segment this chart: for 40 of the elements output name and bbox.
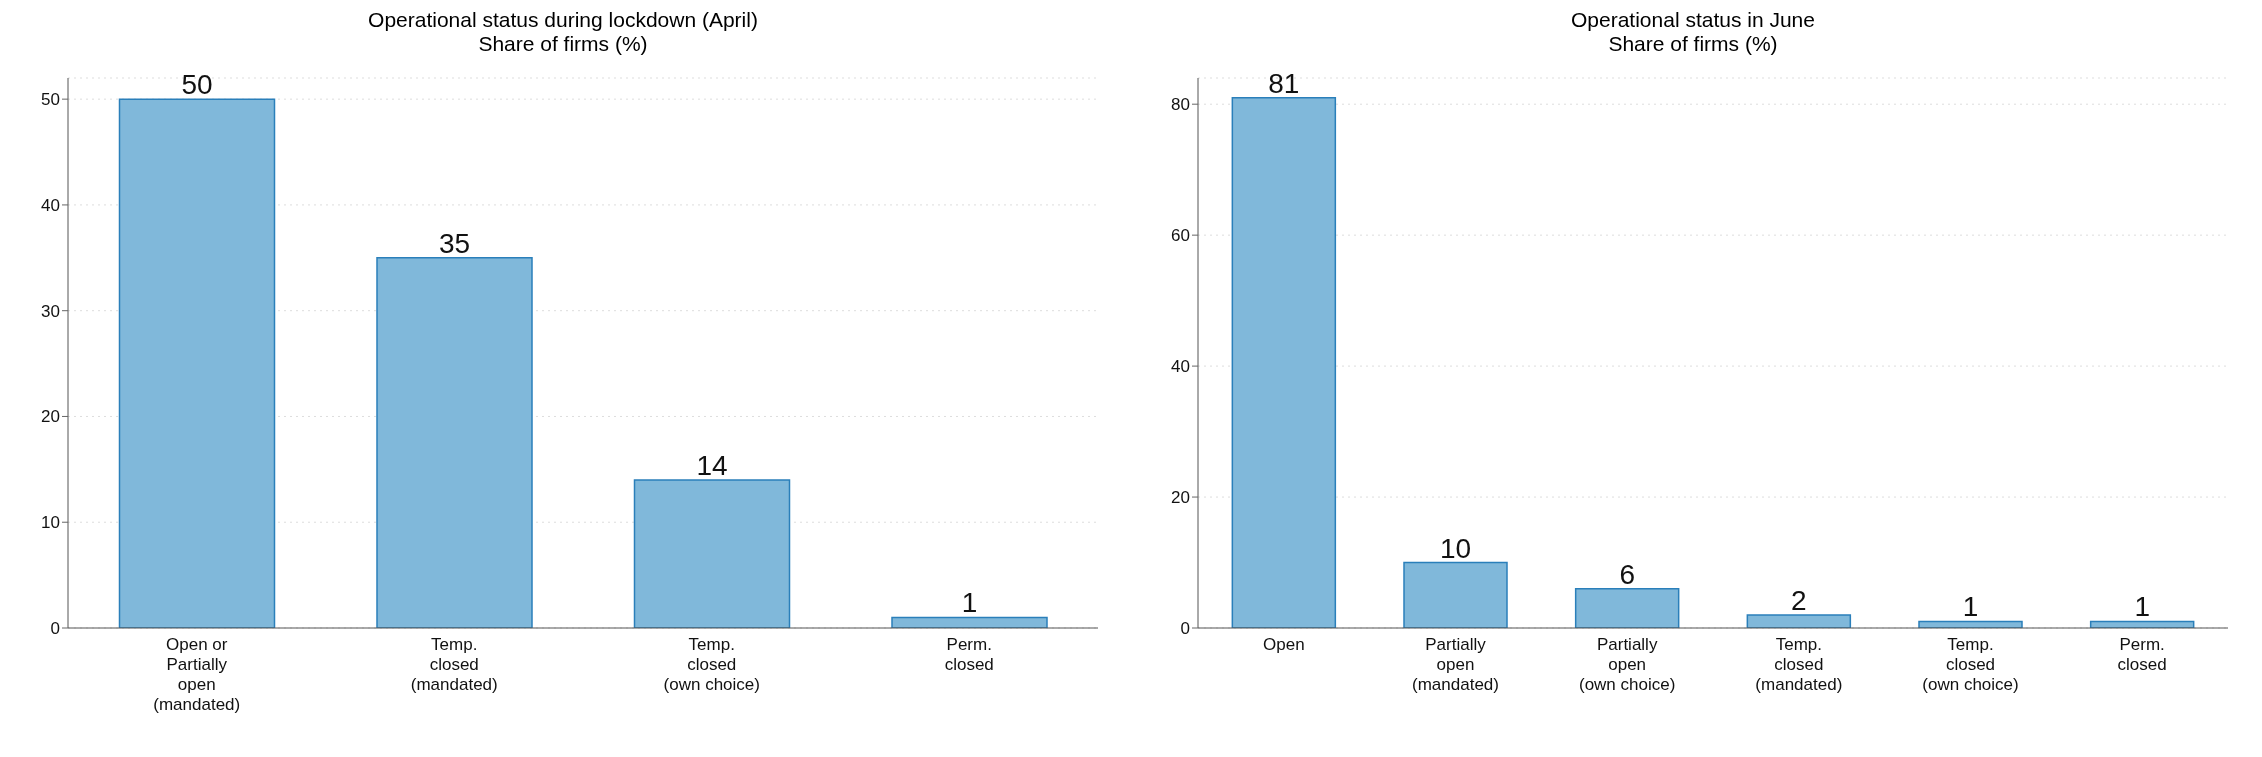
- x-tick-label: Temp. closed (own choice): [1922, 635, 2019, 694]
- x-tick-label: Partially open (own choice): [1578, 635, 1676, 694]
- y-tick-label: 10: [41, 513, 60, 533]
- bar: [1574, 587, 1680, 628]
- data-label: 6: [1619, 558, 1635, 590]
- x-tick-label: Open or Partially open (mandated): [153, 635, 241, 714]
- bar: [376, 257, 533, 628]
- y-tick-label: 0: [1180, 619, 1190, 639]
- y-tick-label: 20: [41, 407, 60, 427]
- data-label: 10: [1439, 532, 1472, 564]
- x-tick-label: Perm. closed: [2117, 635, 2167, 674]
- x-tick-label: Temp. closed (own choice): [663, 635, 760, 694]
- data-label: 50: [181, 69, 213, 101]
- x-tick-label: Partially open (mandated): [1412, 635, 1499, 694]
- chart-title: Operational status during lockdown (April) Share of firms (%): [367, 8, 759, 56]
- data-label: 81: [1268, 67, 1300, 99]
- y-tick-label: 40: [41, 195, 60, 215]
- y-tick-label: 80: [1171, 95, 1190, 115]
- data-label: 1: [2134, 591, 2150, 623]
- y-tick-label: 50: [41, 90, 60, 110]
- bar: [1231, 96, 1337, 628]
- data-label: 2: [1791, 584, 1807, 616]
- x-tick-label: Temp. closed (mandated): [1755, 635, 1843, 694]
- bar: [1746, 614, 1852, 628]
- bar: [118, 98, 276, 628]
- x-tick-label: Temp. closed (mandated): [410, 635, 498, 694]
- y-tick-label: 20: [1171, 488, 1190, 508]
- y-tick-label: 30: [41, 301, 60, 321]
- x-tick-label: Perm. closed: [944, 635, 994, 674]
- chart-title: Operational status in June Share of firms (%): [1570, 8, 1816, 56]
- data-label: 14: [696, 449, 728, 481]
- bar: [1403, 561, 1508, 628]
- y-tick-label: 40: [1171, 357, 1190, 377]
- bar: [633, 479, 791, 628]
- data-label: 1: [1962, 591, 1979, 623]
- y-tick-label: 0: [50, 619, 60, 639]
- x-tick-label: Open: [1263, 635, 1305, 654]
- data-label: 1: [961, 587, 978, 619]
- y-tick-label: 60: [1171, 226, 1190, 246]
- data-label: 35: [438, 227, 471, 259]
